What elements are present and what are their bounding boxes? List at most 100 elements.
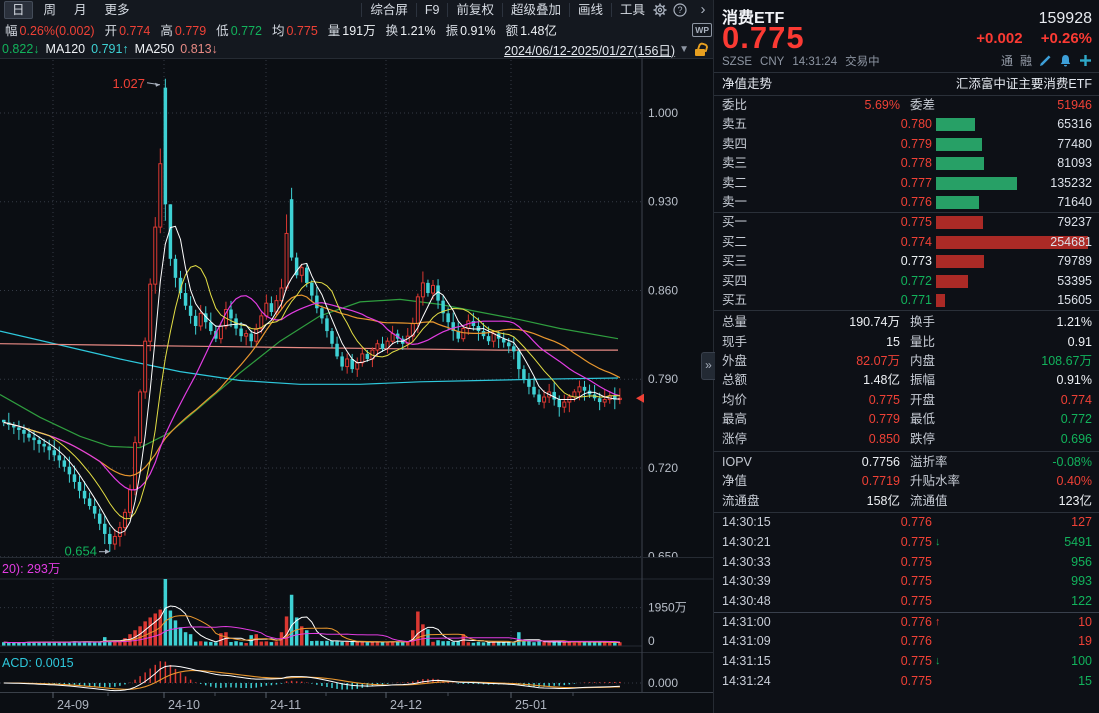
bell-icon[interactable] (1059, 54, 1072, 67)
depth-bar (936, 118, 975, 132)
date-range[interactable]: 2024/06/12-2025/01/27(156日) (504, 43, 676, 58)
last-price: 0.775 (722, 20, 805, 55)
quote-field-6: 换 1.21% (385, 24, 436, 38)
tick-trade-list[interactable]: 14:30:15 0.776 127 14:30:21 0.775 ↓ 5491 14:30:… (714, 513, 1099, 691)
stats-block-2: IOPV 0.7756 溢折率 -0.08% 净值 0.7719 升贴水率 0.40% 流通盘 1… (714, 452, 1099, 514)
stat-row-1-2: 外盘 82.07万 内盘 108.67万 (722, 354, 1092, 369)
kline-chart-area[interactable]: 1.000 0.930 0.860 0.790 0.720 0.650 1.027 0.654… (0, 58, 713, 713)
x-axis-label-3: 24-12 (390, 698, 422, 712)
order-book-row-sell-1[interactable]: 卖四 0.779 77480 (722, 136, 1092, 151)
tick-row-6[interactable]: 14:31:09 0.776 19 (722, 634, 1092, 649)
change-value: +0.002 (976, 30, 1023, 47)
help-icon[interactable]: ? (673, 2, 693, 17)
volume-indicator-label: 20): 293万 (2, 562, 60, 576)
order-book-row-sell-4[interactable]: 卖一 0.776 71640 (722, 194, 1092, 209)
stat-row-1-0: 总量 190.74万 换手 1.21% (722, 315, 1092, 330)
tick-row-7[interactable]: 14:31:15 0.775 ↓ 100 (714, 652, 1099, 672)
order-book-row-buy-1[interactable]: 买二 0.774 254681 (722, 234, 1092, 249)
svg-text:1.027: 1.027 (112, 76, 145, 91)
svg-text:0.790: 0.790 (648, 372, 678, 386)
weibi-label: 委比 (722, 98, 748, 112)
menu-item-4[interactable]: 画线 (568, 2, 611, 17)
security-code: 159928 (1038, 10, 1092, 27)
stat-row-2-0: IOPV 0.7756 溢折率 -0.08% (722, 455, 1092, 470)
depth-bar (936, 157, 984, 171)
order-book-row-buy-3[interactable]: 买四 0.772 53395 (722, 273, 1092, 288)
weicha-label: 委差 (910, 98, 936, 112)
nav-row[interactable]: 净值走势 汇添富中证主要消费ETF (714, 73, 1099, 96)
order-book-row-sell-0[interactable]: 卖五 0.780 65316 (722, 117, 1092, 132)
depth-bar (936, 255, 984, 269)
menu-item-2[interactable]: 前复权 (447, 2, 502, 17)
tick-row-1[interactable]: 14:30:21 0.775 ↓ 5491 (714, 533, 1099, 553)
chevron-right-icon[interactable]: › (700, 1, 706, 18)
quote-field-5: 量 191万 (327, 24, 376, 38)
market-meta: SZSE CNY 14:31:24 交易中 (722, 53, 888, 69)
menu-item-0[interactable]: 综合屏 (361, 2, 416, 17)
stat-row-1-4: 均价 0.775 开盘 0.774 (722, 392, 1092, 407)
caret-down-icon[interactable]: ▼ (679, 43, 689, 55)
quote-field-3: 低 0.772 (216, 24, 262, 38)
stat-row-1-6: 涨停 0.850 跌停 0.696 (722, 431, 1092, 446)
down-arrow-icon: ↓ (935, 535, 941, 548)
price-change: +0.002 +0.26% (962, 30, 1092, 47)
svg-text:1950万: 1950万 (648, 601, 687, 615)
period-tab-0[interactable]: 日 (4, 0, 33, 19)
weibi-row: 委比 5.69% 委差 51946 (714, 96, 1099, 115)
quote-field-2: 高 0.779 (160, 24, 207, 38)
svg-text:0.860: 0.860 (648, 283, 678, 297)
menu-item-1[interactable]: F9 (415, 2, 448, 17)
macd-chart[interactable]: ACD: 0.0015 0.000 (0, 652, 713, 692)
quote-field-1: 开 0.774 (104, 24, 151, 38)
plus-icon[interactable] (1079, 54, 1092, 67)
depth-bar (936, 293, 945, 307)
x-axis-label-4: 25-01 (515, 698, 547, 712)
wp-badge-icon[interactable]: WP (692, 22, 712, 37)
macd-indicator-label: ACD: 0.0015 (2, 656, 74, 670)
depth-bar (936, 274, 968, 288)
stat-row-1-3: 总额 1.48亿 振幅 0.91% (722, 373, 1092, 388)
period-tab-2[interactable]: 月 (74, 2, 87, 17)
order-book-row-buy-4[interactable]: 买五 0.771 15605 (722, 292, 1092, 307)
depth-bar (936, 176, 1017, 190)
x-axis: 24-09 24-10 24-11 24-12 25-01 (0, 692, 713, 712)
margin-badge-tong: 通 (1000, 54, 1013, 68)
quote-field-0: 幅 0.26%(0.002) (5, 24, 95, 38)
order-book-row-sell-3[interactable]: 卖二 0.777 135232 (722, 175, 1092, 190)
quote-field-8: 额 1.48亿 (505, 24, 557, 38)
volume-chart[interactable]: 20): 293万 1950万 0 (0, 558, 713, 652)
stat-row-1-5: 最高 0.779 最低 0.772 (722, 412, 1092, 427)
svg-text:0.000: 0.000 (648, 676, 678, 690)
pencil-icon[interactable] (1039, 54, 1052, 67)
chart-section: 日周 月 更多 综合屏 F9 前复权 超级叠加 画线 工具? › 幅 0.26%(0.002) 开 0.… (0, 0, 714, 713)
order-book-row-buy-0[interactable]: 买一 0.775 79237 (722, 215, 1092, 230)
margin-badge-rong: 融 (1019, 54, 1032, 68)
svg-text:0.650: 0.650 (648, 550, 678, 558)
ma-legend-4: 0.813↓ (180, 42, 218, 56)
panel-collapse-handle[interactable]: » (701, 352, 715, 380)
tick-row-4[interactable]: 14:30:48 0.775 122 (714, 592, 1099, 613)
order-book-row-sell-2[interactable]: 卖三 0.778 81093 (722, 156, 1092, 171)
fund-full-name: 汇添富中证主要消费ETF (955, 77, 1092, 91)
ma-legend-0: 0.822↓ (2, 42, 40, 56)
svg-text:?: ? (677, 5, 682, 15)
menu-item-3[interactable]: 超级叠加 (501, 2, 569, 17)
tick-row-5[interactable]: 14:31:00 0.776 ↑ 10 (714, 613, 1099, 633)
period-tab-1[interactable]: 周 (43, 2, 57, 17)
tick-row-3[interactable]: 14:30:39 0.775 993 (722, 574, 1092, 589)
quote-field-7: 振 0.91% (445, 24, 496, 38)
gear-icon[interactable] (653, 3, 673, 17)
unlock-icon[interactable] (695, 41, 709, 56)
order-book-row-buy-2[interactable]: 买三 0.773 79789 (722, 254, 1092, 269)
period-tab-3[interactable]: 更多 (104, 2, 130, 17)
tick-row-8[interactable]: 14:31:24 0.775 15 (722, 673, 1092, 688)
chart-toolbar: 日周 月 更多 综合屏 F9 前复权 超级叠加 画线 工具? › 幅 0.26%(0.002) 开 0.… (0, 0, 713, 59)
menu-item-5[interactable]: 工具 (610, 2, 653, 17)
depth-bar (936, 137, 982, 151)
nav-tab-nav-trend[interactable]: 净值走势 (722, 77, 773, 91)
tick-row-0[interactable]: 14:30:15 0.776 127 (722, 515, 1092, 530)
header-badges: 通 融 (994, 52, 1092, 69)
meta-3: 交易中 (845, 56, 880, 68)
candlestick-chart[interactable]: 1.000 0.930 0.860 0.790 0.720 0.650 1.027 0.654 (0, 58, 713, 558)
tick-row-2[interactable]: 14:30:33 0.775 956 (722, 554, 1092, 569)
